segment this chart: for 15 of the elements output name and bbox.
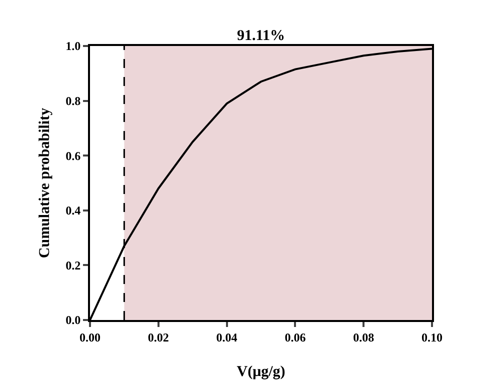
x-tick-label: 0.04 [216,330,238,344]
x-tick-label: 0.02 [148,330,169,344]
y-tick-label: 0.2 [66,258,81,272]
y-axis-title: Cumulative probability [37,107,53,258]
x-tick-label: 0.00 [80,330,100,344]
y-tick-label: 0.6 [66,148,81,163]
y-tick-label: 1.0 [66,39,81,54]
y-tick-label: 0.4 [66,204,81,218]
x-tick-label: 0.10 [422,330,442,344]
x-axis-title: V(μg/g) [236,364,286,380]
y-tick-label: 0.0 [66,313,81,328]
chart-title: 91.11% [237,28,285,44]
y-tick-label: 0.8 [66,94,81,108]
x-tick-label: 0.08 [353,330,374,344]
x-tick-label: 0.06 [284,330,306,344]
